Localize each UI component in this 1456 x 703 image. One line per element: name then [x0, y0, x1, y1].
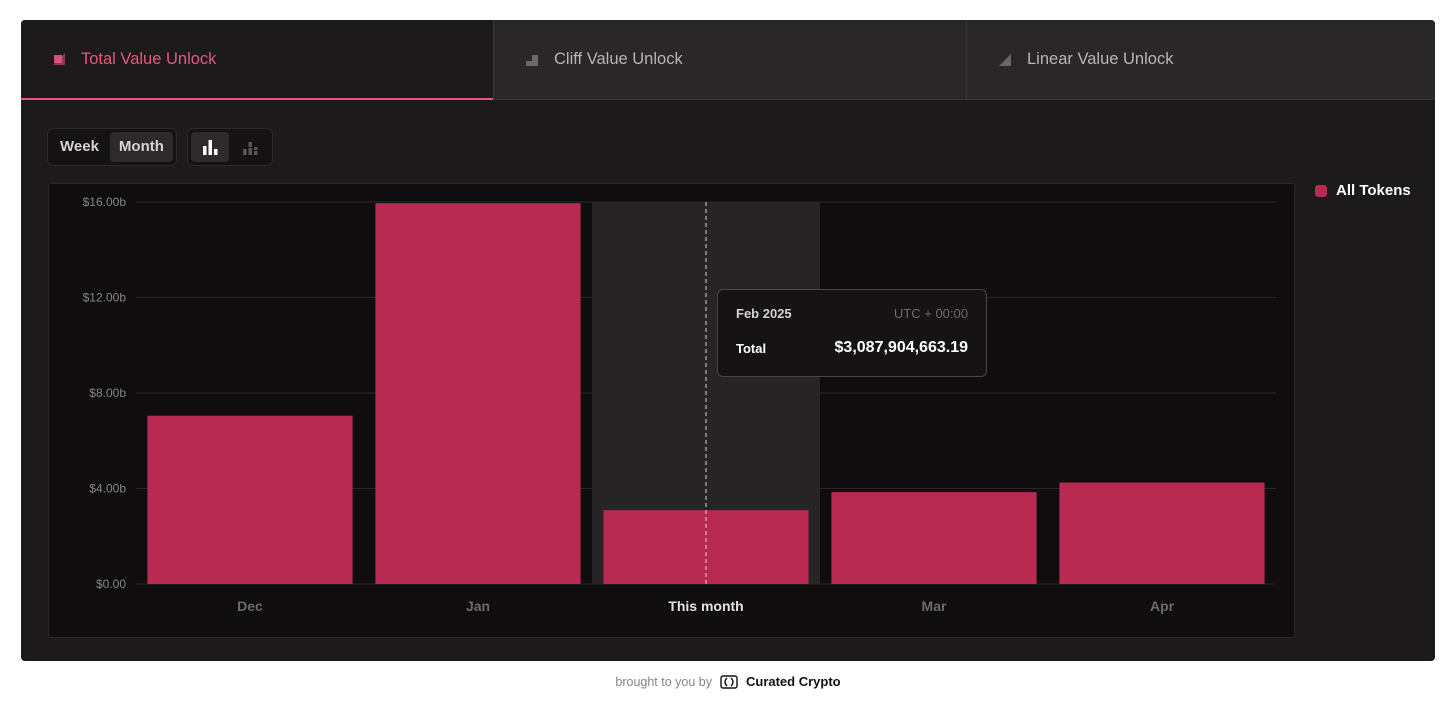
bar: [831, 492, 1037, 584]
y-tick-label: $4.00b: [89, 482, 126, 496]
legend-swatch: [1315, 184, 1327, 197]
tab-bar: Total Value Unlock Cliff Value Unlock Li…: [21, 20, 1435, 100]
y-tick-label: $8.00b: [89, 386, 126, 400]
bar: [147, 415, 353, 584]
bar-chart-icon: [202, 140, 218, 155]
chart-tooltip: Feb 2025 UTC + 00:00 Total $3,087,904,66…: [717, 289, 987, 377]
unlock-panel: Total Value Unlock Cliff Value Unlock Li…: [21, 20, 1435, 661]
tab-label: Total Value Unlock: [81, 49, 217, 68]
y-tick-label: $0.00: [96, 577, 126, 591]
tab-label: Linear Value Unlock: [1027, 50, 1174, 68]
legend-label: All Tokens: [1336, 182, 1411, 199]
tooltip-timezone: UTC + 00:00: [893, 306, 968, 321]
legend-item-all-tokens[interactable]: All Tokens: [1315, 182, 1411, 199]
week-button[interactable]: Week: [60, 138, 99, 155]
total-unlock-icon: [53, 53, 65, 65]
curated-crypto-logo-icon: [720, 674, 738, 689]
x-tick-label: Dec: [237, 598, 263, 614]
tooltip-value: $3,087,904,663.19: [834, 339, 968, 356]
bar-chart: $0.00 $4.00b $8.00b $12.00b $16.00b Dec Jan Thi…: [83, 195, 1276, 614]
cliff-unlock-icon: [526, 54, 538, 66]
stacked-bar-chart-icon: [242, 142, 258, 155]
footer: brought to you by Curated Crypto: [0, 674, 1456, 689]
tab-total-value-unlock[interactable]: Total Value Unlock: [21, 20, 493, 100]
period-toggle: Week Month: [47, 128, 177, 166]
x-tick-label: Mar: [922, 598, 947, 614]
view-toggle: [186, 128, 273, 166]
footer-prefix: brought to you by: [615, 674, 712, 689]
footer-brand[interactable]: Curated Crypto: [745, 674, 841, 689]
month-button[interactable]: Month: [109, 132, 173, 162]
x-tick-label: This month: [668, 598, 743, 614]
tab-label: Cliff Value Unlock: [554, 50, 683, 68]
chart-toolbar: Week Month: [47, 128, 273, 166]
chart-area: $0.00 $4.00b $8.00b $12.00b $16.00b Dec Jan Thi…: [48, 183, 1295, 638]
tab-linear-value-unlock[interactable]: Linear Value Unlock: [966, 20, 1435, 100]
stacked-view-button[interactable]: [231, 132, 269, 162]
bar: [1059, 482, 1265, 584]
y-tick-label: $16.00b: [83, 195, 127, 209]
linear-unlock-icon: [999, 53, 1011, 66]
x-tick-label: Jan: [466, 598, 490, 614]
tooltip-label: Total: [736, 340, 767, 356]
bar-view-button[interactable]: [190, 132, 229, 162]
tab-cliff-value-unlock[interactable]: Cliff Value Unlock: [493, 20, 966, 100]
tooltip-date: Feb 2025: [736, 306, 792, 321]
y-tick-label: $12.00b: [83, 291, 127, 305]
x-tick-label: Apr: [1150, 598, 1175, 614]
bar: [375, 203, 581, 584]
